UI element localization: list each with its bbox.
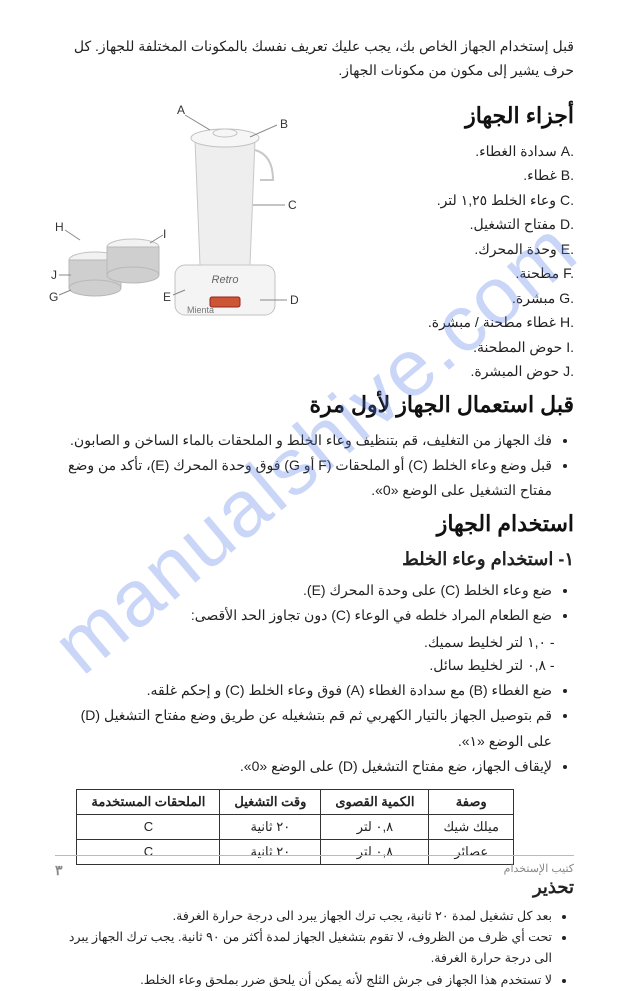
list-item: فك الجهاز من التغليف، قم بتنظيف وعاء الخ… [55, 428, 552, 453]
page-number: ٣ [55, 862, 63, 879]
recipe-table: وصفة الكمية القصوى وقت التشغيل الملحقات … [76, 789, 514, 865]
list-item: ١,٠ لتر لخليط سميك. [55, 631, 546, 655]
list-item: G.مبشرة. [315, 286, 574, 311]
diagram-label-b: B [280, 117, 288, 131]
list-item: لإيقاف الجهاز، ضع مفتاح التشغيل (D) على … [55, 754, 552, 779]
table-header: وصفة [429, 789, 514, 814]
first-use-heading: قبل استعمال الجهاز لأول مرة [55, 392, 574, 418]
diagram-label-e: E [163, 290, 171, 304]
list-item: بعد كل تشغيل لمدة ٢٠ ثانية، يجب ترك الجه… [55, 906, 552, 927]
first-use-list: فك الجهاز من التغليف، قم بتنظيف وعاء الخ… [55, 428, 574, 504]
table-row: ميلك شيك ٠,٨ لتر ٢٠ ثانية C [77, 814, 514, 839]
list-item: قبل وضع وعاء الخلط (C) أو الملحقات (F أو… [55, 453, 552, 503]
parts-heading: أجزاء الجهاز [315, 103, 574, 129]
warning-list: بعد كل تشغيل لمدة ٢٠ ثانية، يجب ترك الجه… [55, 906, 574, 991]
list-item: H.غطاء مطحنة / مبشرة. [315, 310, 574, 335]
usage-list: ضع وعاء الخلط (C) على وحدة المحرك (E). ض… [55, 578, 574, 628]
brand-mienta: Mienta [187, 305, 214, 315]
table-header: الكمية القصوى [321, 789, 429, 814]
footer-text: كتيب الإستخدام [504, 862, 574, 879]
list-item: C.وعاء الخلط ١,٢٥ لتر. [315, 188, 574, 213]
list-item: تحت أي ظرف من الظروف، لا تقوم بتشغيل الج… [55, 927, 552, 970]
diagram-label-a: A [177, 103, 185, 117]
list-item: D.مفتاح التشغيل. [315, 212, 574, 237]
usage-heading: استخدام الجهاز [55, 511, 574, 537]
brand-retro: Retro [212, 274, 239, 286]
list-item: لا تستخدم هذا الجهاز فى جرش الثلج لأنه ي… [55, 970, 552, 991]
intro-paragraph: قبل إستخدام الجهاز الخاص بك، يجب عليك تع… [55, 35, 574, 83]
diagram-label-c: C [288, 198, 297, 212]
list-item: ضع الطعام المراد خلطه في الوعاء (C) دون … [55, 603, 552, 628]
list-item: ضع الغطاء (B) مع سدادة الغطاء (A) فوق وع… [55, 678, 552, 703]
list-item: A.سدادة الغطاء. [315, 139, 574, 164]
table-header: الملحقات المستخدمة [77, 789, 220, 814]
warning-heading: تحذير [55, 877, 574, 898]
usage-sublist: ١,٠ لتر لخليط سميك. ٠,٨ لتر لخليط سائل. [55, 631, 574, 679]
product-diagram: Retro Mienta A B C D E H I J G [55, 95, 305, 335]
list-item: ضع وعاء الخلط (C) على وحدة المحرك (E). [55, 578, 552, 603]
list-item: B.غطاء. [315, 163, 574, 188]
list-item: قم بتوصيل الجهاز بالتيار الكهربي ثم قم ب… [55, 703, 552, 753]
parts-list: A.سدادة الغطاء. B.غطاء. C.وعاء الخلط ١,٢… [315, 139, 574, 384]
diagram-label-h: H [55, 220, 64, 234]
table-row: وصفة الكمية القصوى وقت التشغيل الملحقات … [77, 789, 514, 814]
list-item: J.حوض المبشرة. [315, 359, 574, 384]
list-item: I.حوض المطحنة. [315, 335, 574, 360]
usage-list-cont: ضع الغطاء (B) مع سدادة الغطاء (A) فوق وع… [55, 678, 574, 779]
diagram-label-d: D [290, 293, 299, 307]
diagram-label-i: I [163, 227, 166, 241]
list-item: ٠,٨ لتر لخليط سائل. [55, 654, 546, 678]
diagram-label-g: G [49, 290, 58, 304]
table-header: وقت التشغيل [220, 789, 321, 814]
list-item: E.وحدة المحرك. [315, 237, 574, 262]
sub-usage-heading: ١- استخدام وعاء الخلط [55, 549, 574, 570]
list-item: F.مطحنة. [315, 261, 574, 286]
diagram-label-j: J [51, 268, 57, 282]
page-footer: كتيب الإستخدام ٣ [55, 855, 574, 879]
